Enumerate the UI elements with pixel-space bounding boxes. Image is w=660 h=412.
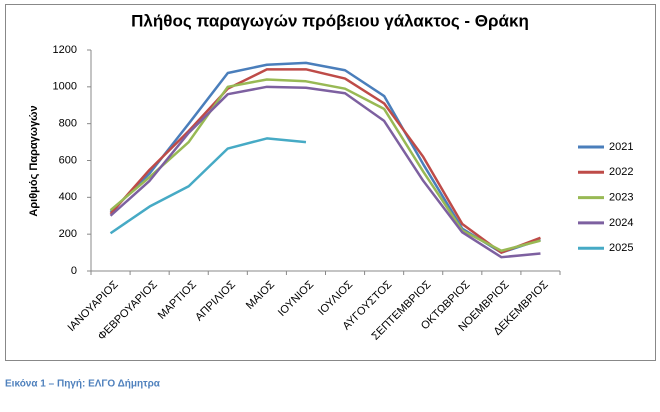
series-line (109, 137, 307, 235)
legend-label: 2022 (609, 166, 633, 178)
series-line (109, 68, 541, 254)
legend-label: 2023 (609, 192, 633, 204)
legend-label: 2025 (609, 242, 633, 254)
series-line (109, 78, 541, 252)
chart-title: Πλήθος παραγωγών πρόβειου γάλακτος - Θρά… (131, 11, 529, 30)
y-axis-label: Αριθμός Παραγωγών (28, 105, 40, 216)
legend-label: 2021 (609, 141, 633, 153)
y-tick-label: 1200 (53, 44, 77, 56)
caption: Εικόνα 1 – Πηγή: ΕΛΓΟ Δήμητρα (5, 379, 161, 390)
series-line (109, 85, 541, 259)
y-tick-label: 400 (59, 191, 77, 203)
y-tick-label: 1000 (53, 81, 77, 93)
y-tick-label: 200 (59, 228, 77, 240)
y-tick-label: 600 (59, 154, 77, 166)
legend-label: 2024 (609, 217, 633, 229)
chart-border (5, 4, 656, 361)
y-tick-label: 800 (59, 118, 77, 130)
y-tick-label: 0 (71, 265, 77, 277)
